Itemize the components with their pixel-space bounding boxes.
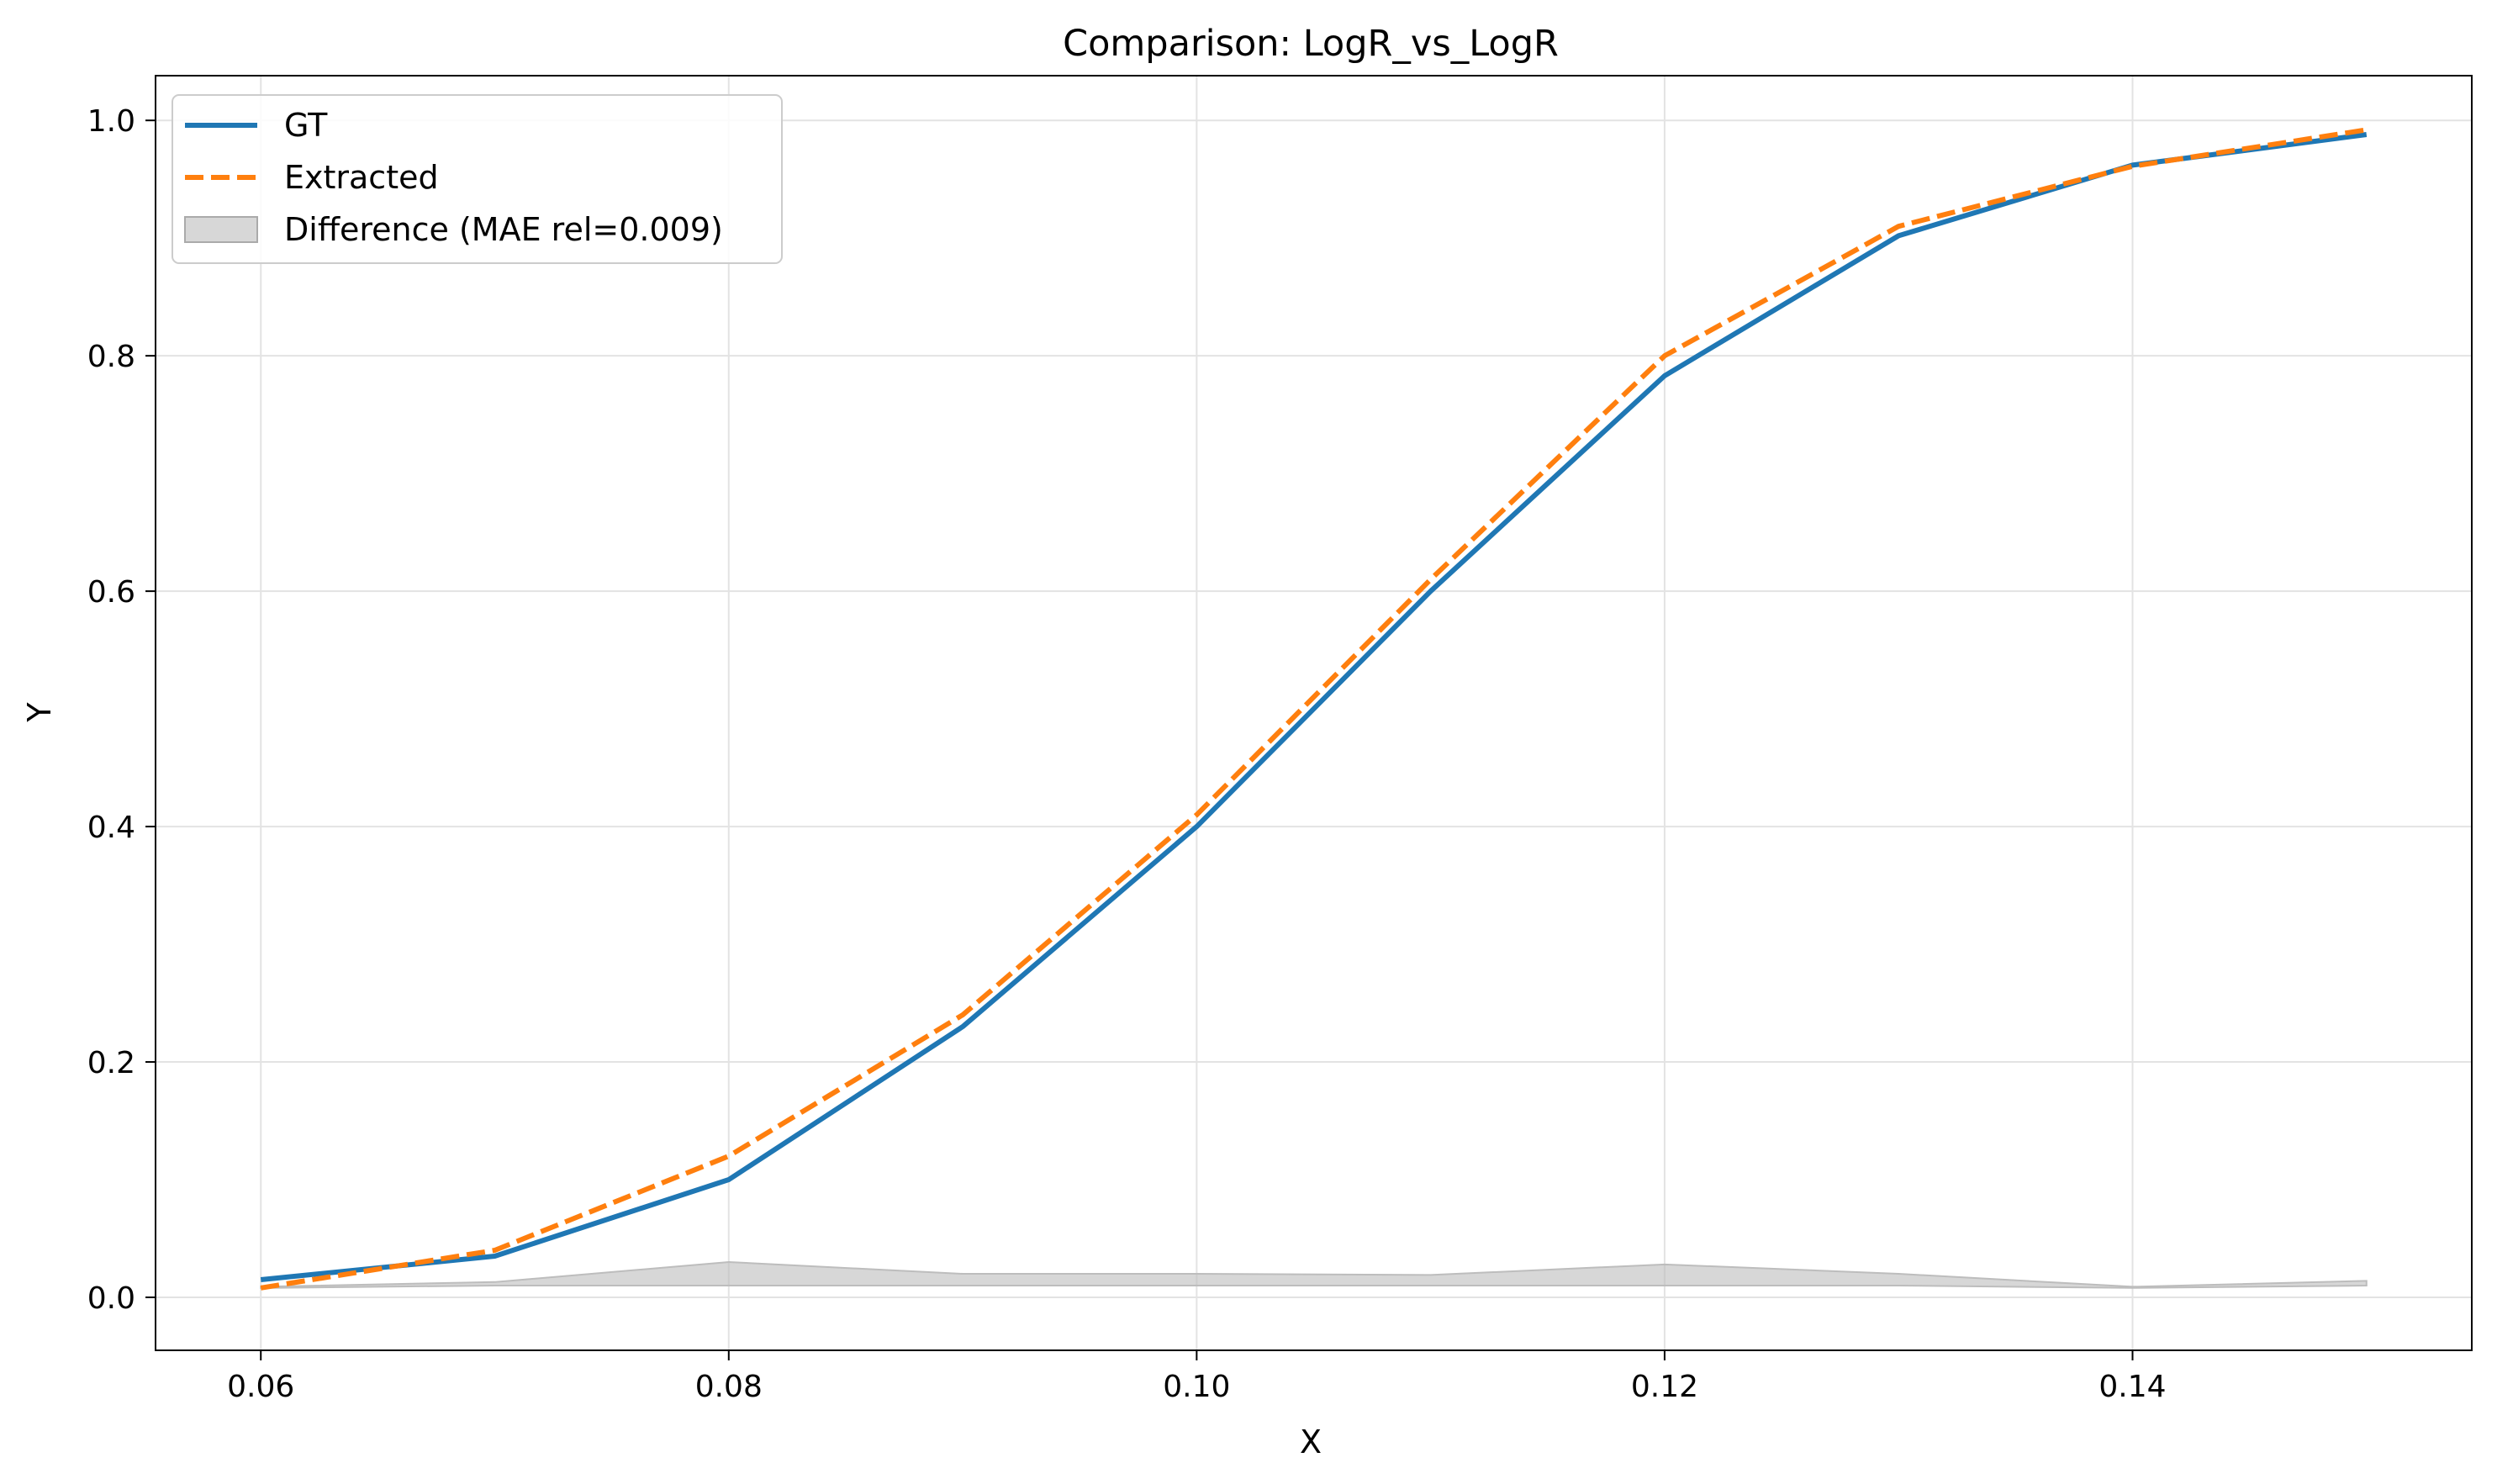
y-tick-label: 0.0 xyxy=(87,1281,135,1316)
difference-band xyxy=(260,1261,2368,1289)
legend: GT Extracted Difference (MAE rel=0.009) xyxy=(172,94,783,264)
legend-label-difference: Difference (MAE rel=0.009) xyxy=(284,211,723,248)
x-tick-label: 0.08 xyxy=(695,1370,763,1404)
axis-ticks: 0.06 0.08 0.10 0.12 0.14 0.0 0.2 0.4 0.6 0.8 1.0 xyxy=(87,104,2167,1404)
y-tick-label: 1.0 xyxy=(87,104,135,139)
x-axis-title: X xyxy=(1300,1423,1322,1460)
series-line-gt xyxy=(260,132,2368,1282)
legend-label-extracted: Extracted xyxy=(284,159,439,196)
legend-box xyxy=(172,94,783,264)
chart-title: Comparison: LogR_vs_LogR xyxy=(1063,23,1559,65)
y-tick-label: 0.2 xyxy=(87,1046,135,1080)
plot-area-frame xyxy=(155,75,2473,1351)
series-layer xyxy=(260,127,2368,1291)
x-tick-label: 0.06 xyxy=(227,1370,294,1404)
difference-band-layer xyxy=(260,1261,2368,1289)
x-tick-label: 0.12 xyxy=(1631,1370,1698,1404)
legend-swatch-difference xyxy=(184,216,258,243)
x-tick-label: 0.14 xyxy=(2098,1370,2166,1404)
y-axis-title: Y xyxy=(21,702,58,723)
grid-lines xyxy=(156,76,2472,1350)
series-line-extracted xyxy=(260,127,2368,1291)
y-tick-label: 0.6 xyxy=(87,575,135,610)
y-tick-label: 0.4 xyxy=(87,811,135,845)
legend-label-gt: GT xyxy=(284,107,328,144)
x-tick-label: 0.10 xyxy=(1163,1370,1230,1404)
y-tick-label: 0.8 xyxy=(87,340,135,374)
